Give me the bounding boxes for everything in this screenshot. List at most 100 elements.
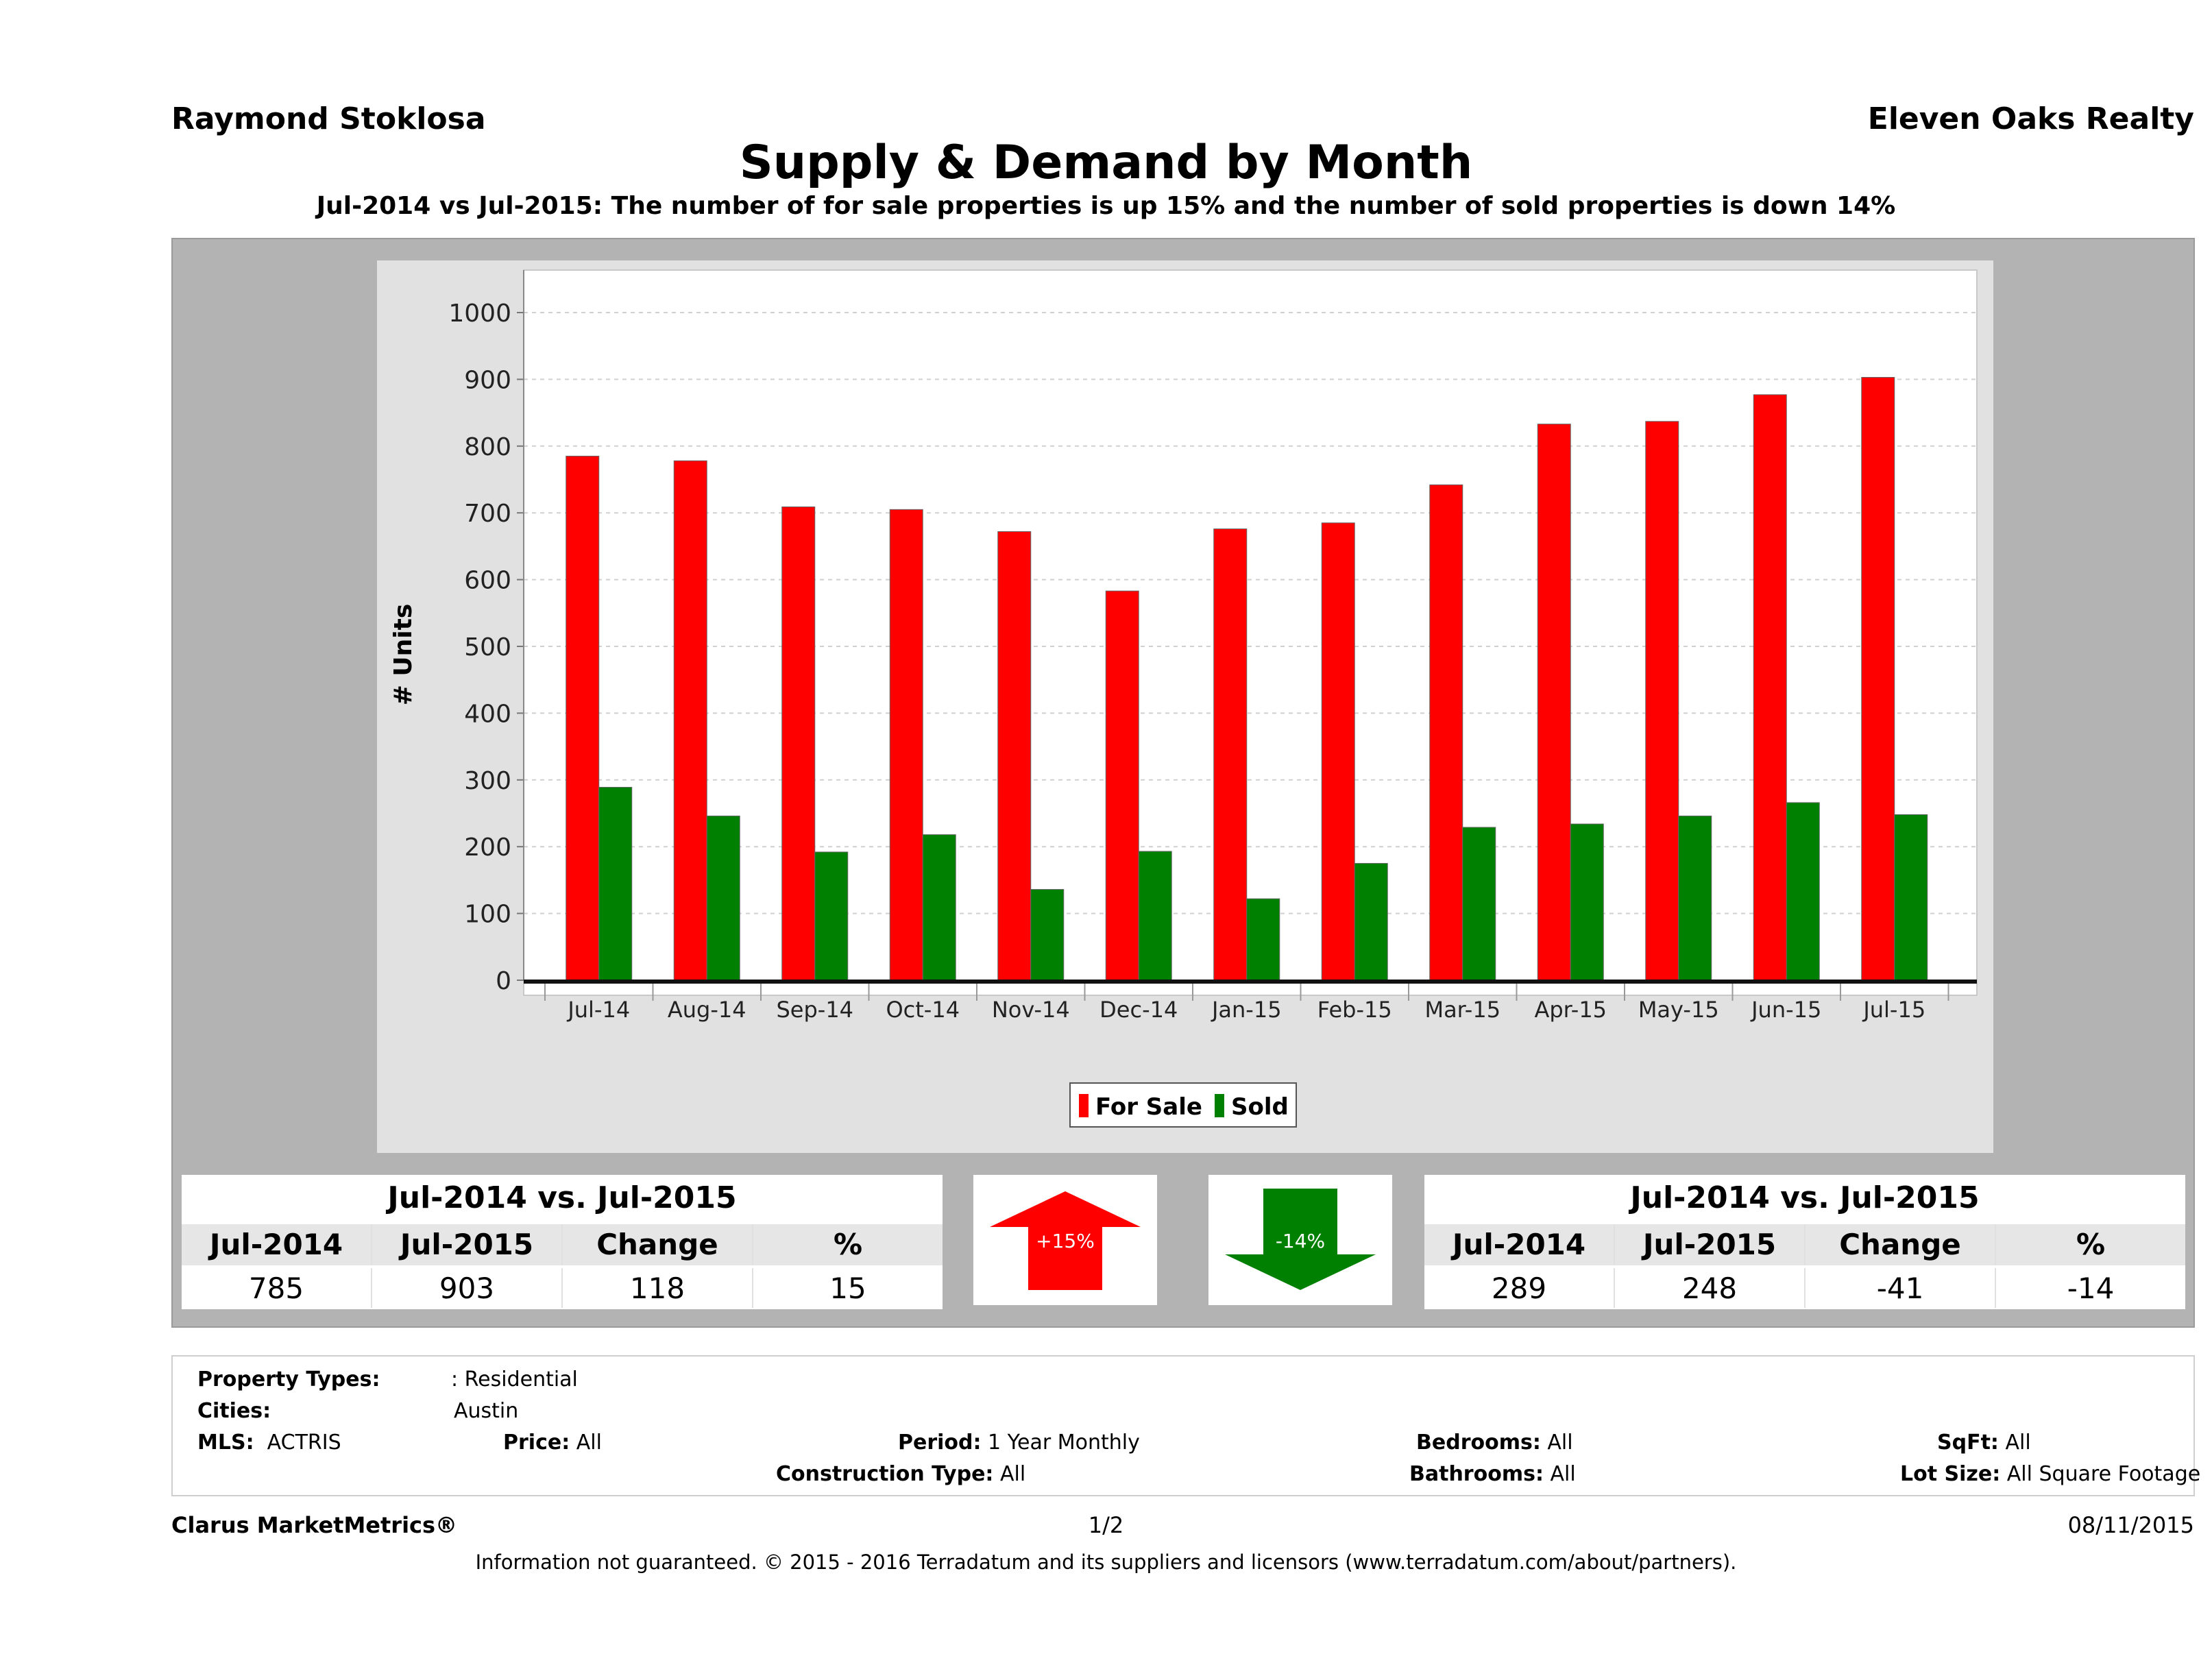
bar-for-sale-apr-15	[1537, 424, 1571, 981]
bar-sold-nov-14	[1030, 889, 1065, 981]
sqft-value: All	[2005, 1431, 2031, 1455]
x-tick-label: Sep-14	[776, 997, 853, 1023]
sold-change-indicator: -14%	[1208, 1175, 1392, 1305]
y-axis-label: # Units	[389, 604, 417, 706]
legend: For Sale Sold	[1069, 1082, 1297, 1128]
x-tick-label: Apr-15	[1534, 997, 1607, 1023]
legend-box	[1069, 1082, 1297, 1128]
value-percent: -14	[2067, 1272, 2115, 1305]
down-arrow-icon: -14%	[1225, 1189, 1376, 1290]
summary-header-row: Jul-2014 Jul-2015 Change %	[1424, 1224, 2185, 1265]
bar-sold-apr-15	[1570, 823, 1604, 981]
bar-for-sale-aug-14	[673, 460, 707, 981]
y-tick-label: 700	[464, 500, 511, 528]
y-tick-label: 400	[464, 700, 511, 728]
bar-for-sale-mar-15	[1429, 484, 1463, 981]
header-change: Change	[1806, 1224, 1996, 1265]
y-tick-label: 100	[464, 901, 511, 929]
report-date: 08/11/2015	[2067, 1512, 2194, 1538]
y-axis: 0 100 200 300 400 500 600 700 800 900 1000	[448, 270, 524, 995]
down-arrow-shape	[1225, 1189, 1376, 1290]
x-tick-label: May-15	[1638, 997, 1719, 1023]
gridlines	[524, 312, 1977, 914]
bar-sold-jul-15	[1894, 814, 1928, 981]
x-tick-label: Nov-14	[992, 997, 1070, 1023]
construction-label: Construction Type:	[776, 1462, 994, 1486]
y-tick-label: 800	[464, 433, 511, 461]
bedrooms-label: Bedrooms:	[1416, 1431, 1541, 1455]
bar-for-sale-dec-14	[1105, 590, 1139, 981]
value-percent: 15	[829, 1272, 866, 1305]
bar-for-sale-jul-14	[566, 455, 600, 981]
bar-sold-mar-15	[1462, 827, 1496, 981]
bar-sold-jun-15	[1786, 802, 1820, 981]
cities-label: Cities:	[197, 1399, 271, 1423]
y-tick-label: 500	[464, 633, 511, 661]
header-jul-2014: Jul-2014	[1424, 1224, 1615, 1265]
bar-chart: 0 100 200 300 400 500 600 700 800 900 1000 Jul-14 A…	[389, 269, 1978, 1128]
bar-sold-jul-14	[598, 787, 633, 981]
cities-value: Austin	[454, 1399, 519, 1423]
bathrooms-value: All	[1550, 1462, 1576, 1486]
up-arrow-icon: +15%	[990, 1191, 1141, 1290]
bar-for-sale-sep-14	[781, 506, 816, 981]
down-arrow-label: -14%	[1276, 1230, 1325, 1252]
brand-name: Clarus MarketMetrics®	[171, 1512, 458, 1538]
bar-sold-feb-15	[1354, 863, 1388, 981]
legend-label-sold: Sold	[1231, 1093, 1289, 1121]
header-percent: %	[2076, 1228, 2106, 1261]
chart-panel: 0 100 200 300 400 500 600 700 800 900 1000 Jul-14 A…	[377, 260, 1993, 1153]
up-arrow-shape	[990, 1191, 1141, 1290]
summary-title: Jul-2014 vs. Jul-2015	[1630, 1180, 1980, 1215]
construction-value: All	[999, 1462, 1026, 1486]
period-value: 1 Year Monthly	[988, 1431, 1140, 1455]
y-tick-label: 900	[464, 366, 511, 394]
legend-label-for-sale: For Sale	[1095, 1093, 1202, 1121]
bar-for-sale-oct-14	[889, 509, 923, 981]
summary-title: Jul-2014 vs. Jul-2015	[387, 1180, 737, 1215]
price-value: All	[576, 1431, 602, 1455]
bar-sold-jan-15	[1246, 898, 1280, 981]
summary-header-row: Jul-2014 Jul-2015 Change %	[182, 1224, 943, 1265]
bar-sold-dec-14	[1138, 851, 1172, 981]
bar-sold-sep-14	[814, 851, 849, 981]
value-change: -41	[1806, 1268, 1996, 1308]
header-percent: %	[833, 1228, 863, 1261]
value-jul-2015: 248	[1615, 1268, 1806, 1308]
property-types-label: Property Types:	[197, 1367, 380, 1391]
x-tick-label: Jan-15	[1211, 997, 1282, 1023]
x-tick-label: Mar-15	[1424, 997, 1500, 1023]
summary-for-sale: Jul-2014 vs. Jul-2015 Jul-2014 Jul-2015 …	[182, 1175, 943, 1309]
period-label: Period:	[898, 1431, 982, 1455]
brokerage-name: Eleven Oaks Realty	[1867, 101, 2194, 136]
mls-label: MLS:	[197, 1431, 254, 1455]
value-jul-2015: 903	[372, 1268, 563, 1308]
header-jul-2015: Jul-2015	[1615, 1224, 1806, 1265]
bedrooms-value: All	[1547, 1431, 1573, 1455]
header-change: Change	[563, 1224, 753, 1265]
chart-subtitle: Jul-2014 vs Jul-2015: The number of for …	[316, 192, 1896, 220]
header-jul-2015: Jul-2015	[372, 1224, 563, 1265]
x-axis: Jul-14 Aug-14 Sep-14 Oct-14 Nov-14 Dec-14 Jan-…	[524, 980, 1977, 1023]
y-tick-label: 200	[464, 834, 511, 862]
y-tick-label: 0	[496, 967, 511, 995]
summary-values-row: 785 903 118 15	[182, 1268, 943, 1308]
for-sale-change-indicator: +15%	[973, 1175, 1157, 1305]
bar-for-sale-nov-14	[997, 531, 1032, 981]
lot-size-label: Lot Size:	[1900, 1462, 2001, 1486]
bar-for-sale-jun-15	[1753, 394, 1787, 981]
legend-swatch-sold	[1215, 1094, 1224, 1117]
summary-sold: Jul-2014 vs. Jul-2015 Jul-2014 Jul-2015 …	[1424, 1175, 2185, 1309]
property-types-value: : Residential	[451, 1367, 578, 1391]
value-jul-2014: 785	[182, 1268, 372, 1308]
filter-summary: Property Types: : Residential Cities: Au…	[171, 1355, 2200, 1496]
disclaimer: Information not guaranteed. © 2015 - 201…	[475, 1551, 1737, 1574]
bars	[566, 376, 1928, 981]
x-tick-label: Aug-14	[668, 997, 746, 1023]
legend-swatch-for-sale	[1079, 1094, 1089, 1117]
up-arrow-label: +15%	[1036, 1230, 1095, 1252]
value-jul-2014: 289	[1424, 1268, 1615, 1308]
summary-values-row: 289 248 -41 -14	[1424, 1268, 2185, 1308]
bar-sold-may-15	[1678, 815, 1712, 981]
y-tick-label: 1000	[448, 300, 511, 328]
